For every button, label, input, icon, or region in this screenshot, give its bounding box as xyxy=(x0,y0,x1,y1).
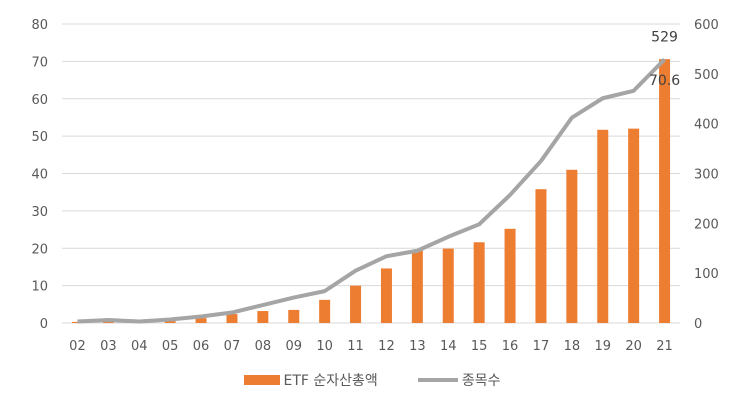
bar xyxy=(257,311,269,323)
bar-swatch-icon xyxy=(243,375,280,385)
bar xyxy=(195,318,207,323)
left-tick-label: 20 xyxy=(31,242,48,257)
bar xyxy=(597,129,609,323)
bar xyxy=(380,268,392,323)
left-tick-label: 0 xyxy=(40,317,48,332)
x-tick-label: 02 xyxy=(69,339,86,354)
x-tick-label: 21 xyxy=(656,339,673,354)
left-tick-label: 40 xyxy=(31,168,48,183)
x-axis: 02 03 04 05 06 07 08 09 10 11 12 13 14 15 16 17 18 19 20 21 xyxy=(69,339,673,354)
x-tick-label: 19 xyxy=(594,339,611,354)
legend-line-label: 종목수 xyxy=(461,373,501,389)
bar xyxy=(350,285,362,323)
bar xyxy=(102,321,114,323)
x-tick-label: 17 xyxy=(533,339,550,354)
bar xyxy=(442,248,454,323)
legend: ETF 순자산총액 종목수 xyxy=(0,370,744,390)
bar xyxy=(288,309,300,323)
line-swatch-icon xyxy=(417,378,458,382)
x-tick-label: 04 xyxy=(131,339,148,354)
x-tick-label: 03 xyxy=(100,339,117,354)
left-axis: 0 10 20 30 40 50 60 70 80 xyxy=(31,18,48,332)
bar xyxy=(659,59,671,323)
x-tick-label: 13 xyxy=(409,339,426,354)
x-tick-label: 09 xyxy=(285,339,302,354)
x-tick-label: 15 xyxy=(471,339,488,354)
bar xyxy=(226,314,238,323)
line-series xyxy=(77,57,666,324)
x-tick-label: 12 xyxy=(378,339,395,354)
bar xyxy=(71,321,83,323)
legend-item-bar: ETF 순자산총액 xyxy=(243,370,378,390)
left-tick-label: 60 xyxy=(31,93,48,108)
bar xyxy=(319,299,331,323)
bar xyxy=(164,321,176,323)
x-tick-label: 10 xyxy=(316,339,333,354)
bar xyxy=(535,189,547,323)
gridlines xyxy=(62,23,680,324)
right-tick-label: 400 xyxy=(694,118,719,133)
bar xyxy=(504,228,516,323)
x-tick-label: 05 xyxy=(162,339,179,354)
x-tick-label: 18 xyxy=(564,339,581,354)
left-tick-label: 10 xyxy=(31,280,48,295)
combo-chart: 0 10 20 30 40 50 60 70 80 0 100 200 300 400 500 600 02… xyxy=(31,18,719,354)
right-tick-label: 200 xyxy=(694,217,719,232)
x-tick-label: 20 xyxy=(625,339,642,354)
right-tick-label: 600 xyxy=(694,18,719,33)
x-tick-label: 07 xyxy=(224,339,241,354)
left-tick-label: 50 xyxy=(31,130,48,145)
line-path xyxy=(77,57,666,324)
legend-bar-label: ETF 순자산총액 xyxy=(283,373,378,389)
left-tick-label: 70 xyxy=(31,55,48,70)
data-labels: 529 70.6 xyxy=(649,29,680,89)
legend-item-line: 종목수 xyxy=(417,370,501,390)
x-tick-label: 16 xyxy=(502,339,519,354)
right-tick-label: 100 xyxy=(694,267,719,282)
left-tick-label: 80 xyxy=(31,18,48,33)
left-tick-label: 30 xyxy=(31,205,48,220)
x-tick-label: 11 xyxy=(347,339,364,354)
bar xyxy=(628,128,640,323)
bar xyxy=(411,250,423,323)
bar-series xyxy=(71,59,671,323)
right-tick-label: 300 xyxy=(694,168,719,183)
x-tick-label: 08 xyxy=(255,339,272,354)
right-tick-label: 0 xyxy=(694,317,702,332)
line-data-label: 529 xyxy=(651,29,678,45)
bar xyxy=(473,242,485,323)
right-tick-label: 500 xyxy=(694,68,719,83)
x-tick-label: 06 xyxy=(193,339,210,354)
bar xyxy=(566,169,578,323)
x-tick-label: 14 xyxy=(440,339,457,354)
bar-data-label: 70.6 xyxy=(649,73,680,89)
right-axis: 0 100 200 300 400 500 600 xyxy=(694,18,719,332)
